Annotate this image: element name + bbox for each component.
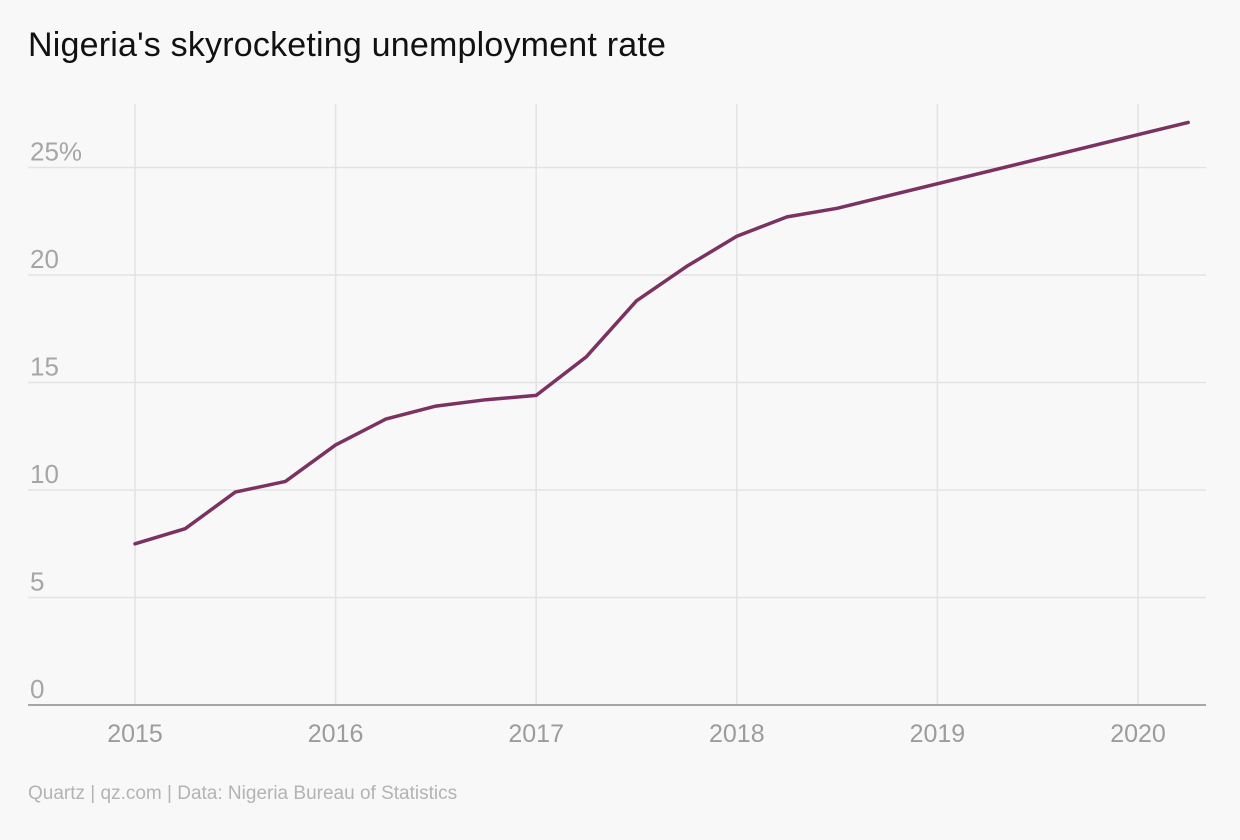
chart-title: Nigeria's skyrocketing unemployment rate bbox=[28, 26, 667, 64]
x-tick-label: 2018 bbox=[709, 720, 765, 748]
y-tick-label: 25% bbox=[30, 137, 82, 167]
y-tick-label: 20 bbox=[30, 244, 59, 274]
x-tick-label: 2019 bbox=[910, 720, 966, 748]
x-tick-label: 2017 bbox=[508, 720, 564, 748]
source-credit: Quartz | qz.com | Data: Nigeria Bureau o… bbox=[28, 783, 458, 804]
x-tick-label: 2016 bbox=[308, 720, 364, 748]
x-axis-ticks: 2015 2016 2017 2018 2019 2020 bbox=[107, 720, 1166, 748]
y-axis-ticks: 0 5 10 15 20 25% bbox=[30, 137, 82, 705]
y-tick-label: 5 bbox=[30, 567, 44, 597]
series-layer bbox=[133, 120, 1190, 546]
unemployment-rate-line bbox=[133, 120, 1190, 546]
y-tick-label: 10 bbox=[30, 459, 59, 489]
x-tick-label: 2015 bbox=[107, 720, 163, 748]
y-tick-label: 15 bbox=[30, 352, 59, 382]
grid-lines bbox=[28, 104, 1206, 705]
x-tick-label: 2020 bbox=[1110, 720, 1166, 748]
y-tick-label: 0 bbox=[30, 674, 44, 704]
